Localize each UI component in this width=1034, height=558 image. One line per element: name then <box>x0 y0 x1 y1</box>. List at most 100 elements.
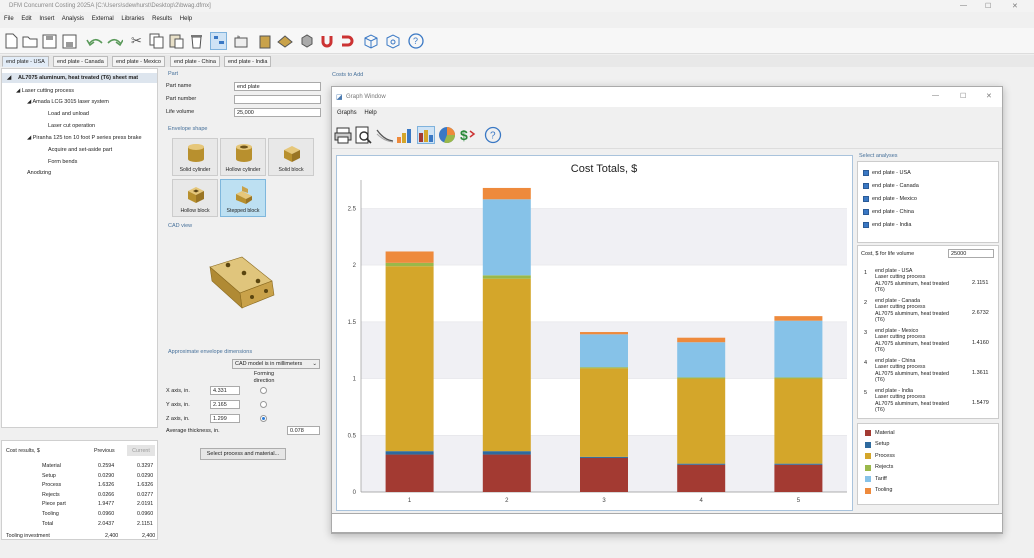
part-name-label: Part name <box>166 83 192 89</box>
help-icon[interactable]: ? <box>407 32 424 50</box>
tree-item[interactable]: Form bends <box>48 159 78 165</box>
save-icon[interactable] <box>41 32 58 50</box>
tab-india[interactable]: end plate - India <box>224 56 272 67</box>
graph-side-panel: Select analyses end plate - USA end plat… <box>857 153 1001 507</box>
thickness-input[interactable]: 0.078 <box>287 426 320 435</box>
close-icon[interactable]: ✕ <box>1012 3 1018 10</box>
x-tick-label: 3 <box>602 498 606 504</box>
x-axis-input[interactable]: 4.331 <box>210 386 240 395</box>
stacked-bar-icon[interactable] <box>417 126 435 144</box>
delete-icon[interactable] <box>188 32 205 50</box>
expand-icon[interactable]: ◢ <box>27 135 33 141</box>
x-axis-radio[interactable] <box>260 387 267 394</box>
bar-segment <box>482 454 531 492</box>
col-current[interactable]: Current <box>127 445 155 456</box>
legend-swatch <box>865 464 871 471</box>
shape-solid-cylinder[interactable]: Solid cylinder <box>172 138 218 176</box>
currency-icon[interactable]: $ <box>459 126 477 144</box>
help-icon[interactable]: ? <box>484 126 502 144</box>
z-axis-input[interactable]: 1.299 <box>210 414 240 423</box>
result-row: Piece part 1.9477 2.0191 <box>2 501 159 510</box>
menu-file[interactable]: File <box>4 16 14 22</box>
part-name-input[interactable]: end plate <box>234 82 321 91</box>
print-icon[interactable] <box>334 126 352 144</box>
cad-model-view[interactable] <box>202 253 282 313</box>
tree-item[interactable]: ◢ Piranha 125 ton 10 foot P series press… <box>27 135 142 141</box>
y-axis-radio[interactable] <box>260 401 267 408</box>
tree-item[interactable]: Load and unload <box>48 111 89 117</box>
expand-icon[interactable]: ◢ <box>7 75 12 81</box>
menu-results[interactable]: Results <box>152 16 173 22</box>
new-file-icon[interactable] <box>2 32 19 50</box>
part-number-input[interactable] <box>234 95 321 104</box>
units-dropdown[interactable]: CAD model is in millimeters ⌄ <box>232 359 320 369</box>
z-axis-radio[interactable] <box>260 415 267 422</box>
copy-icon[interactable] <box>148 32 165 50</box>
cube-settings-icon[interactable] <box>384 32 401 50</box>
report-icon[interactable]: lb <box>232 32 249 50</box>
analysis-checkbox[interactable] <box>863 170 869 176</box>
minimize-icon[interactable]: — <box>960 2 967 9</box>
grid-band <box>361 208 847 266</box>
shape-hollow-block[interactable]: Hollow block <box>172 179 218 217</box>
shape-stepped-block[interactable]: Stepped block <box>220 179 266 217</box>
tree-item[interactable]: ◢ Laser cutting process <box>16 88 75 94</box>
select-process-button[interactable]: Select process and material... <box>200 448 286 460</box>
minimize-icon[interactable]: — <box>932 92 939 99</box>
material-icon[interactable] <box>256 32 273 50</box>
save-as-icon[interactable] <box>61 32 78 50</box>
analysis-checkbox[interactable] <box>863 196 869 202</box>
magnet-icon[interactable] <box>318 32 335 50</box>
tab-china[interactable]: end plate - China <box>170 56 220 67</box>
maximize-icon[interactable]: ☐ <box>985 3 992 10</box>
bar-segment <box>385 451 434 455</box>
tree-item[interactable]: Acquire and set-aside part <box>48 147 113 153</box>
print-preview-icon[interactable] <box>354 126 372 144</box>
cost-list-box: Cost, $ for life volume 25000 1 end plate… <box>857 245 999 419</box>
undo-icon[interactable] <box>86 32 103 50</box>
tree-view-icon[interactable] <box>210 32 227 50</box>
expand-icon[interactable]: ◢ <box>27 99 33 105</box>
y-axis-input[interactable]: 2.165 <box>210 400 240 409</box>
cube-outline-icon[interactable] <box>362 32 379 50</box>
shape-solid-block[interactable]: Solid block <box>268 138 314 176</box>
graph-menu-graphs[interactable]: Graphs <box>337 110 357 116</box>
shape-hollow-cylinder[interactable]: Hollow cylinder <box>220 138 266 176</box>
bar-chart-icon[interactable] <box>396 126 414 144</box>
tree-item[interactable]: ◢ Amada LCG 3015 laser system <box>27 99 109 105</box>
expand-icon[interactable]: ◢ <box>16 88 22 94</box>
graph-menu-help[interactable]: Help <box>364 110 377 116</box>
magnet-red-icon[interactable] <box>338 32 355 50</box>
tab-usa[interactable]: end plate - USA <box>2 56 49 67</box>
menu-analysis[interactable]: Analysis <box>61 16 85 22</box>
open-folder-icon[interactable] <box>21 32 38 50</box>
graph-life-volume-input[interactable]: 25000 <box>948 249 994 258</box>
menu-help[interactable]: Help <box>179 16 193 22</box>
cube-gray-icon[interactable] <box>298 32 315 50</box>
tree-item[interactable]: Laser cut operation <box>48 123 96 129</box>
entry-number: 3 <box>864 330 868 336</box>
graph-toolbar: $ ? <box>332 123 1002 149</box>
menu-external[interactable]: External <box>91 16 114 22</box>
tree-item[interactable]: Anodizing <box>27 170 52 176</box>
analysis-checkbox[interactable] <box>863 209 869 215</box>
tab-canada[interactable]: end plate - Canada <box>53 56 108 67</box>
tab-mexico[interactable]: end plate - Mexico <box>112 56 165 67</box>
title-bar: DFM Concurrent Costing 2025A [C:\Users\s… <box>0 0 1034 12</box>
close-icon[interactable]: ✕ <box>986 93 992 100</box>
analysis-checkbox[interactable] <box>863 222 869 228</box>
pie-chart-icon[interactable] <box>438 126 456 144</box>
menu-insert[interactable]: Insert <box>39 16 55 22</box>
envelope-section-title: Envelope shape <box>168 126 208 132</box>
part-icon[interactable] <box>276 32 293 50</box>
menu-edit[interactable]: Edit <box>21 16 32 22</box>
cut-icon[interactable]: ✂ <box>131 33 142 48</box>
line-chart-icon[interactable] <box>376 126 394 144</box>
tree-root[interactable]: ◢ AL7075 aluminum, heat treated (T6) she… <box>2 73 157 83</box>
menu-libraries[interactable]: Libraries <box>121 16 145 22</box>
paste-icon[interactable] <box>168 32 185 50</box>
maximize-icon[interactable]: ☐ <box>960 93 967 100</box>
redo-icon[interactable] <box>106 32 123 50</box>
life-volume-input[interactable]: 25,000 <box>234 108 321 117</box>
analysis-checkbox[interactable] <box>863 183 869 189</box>
